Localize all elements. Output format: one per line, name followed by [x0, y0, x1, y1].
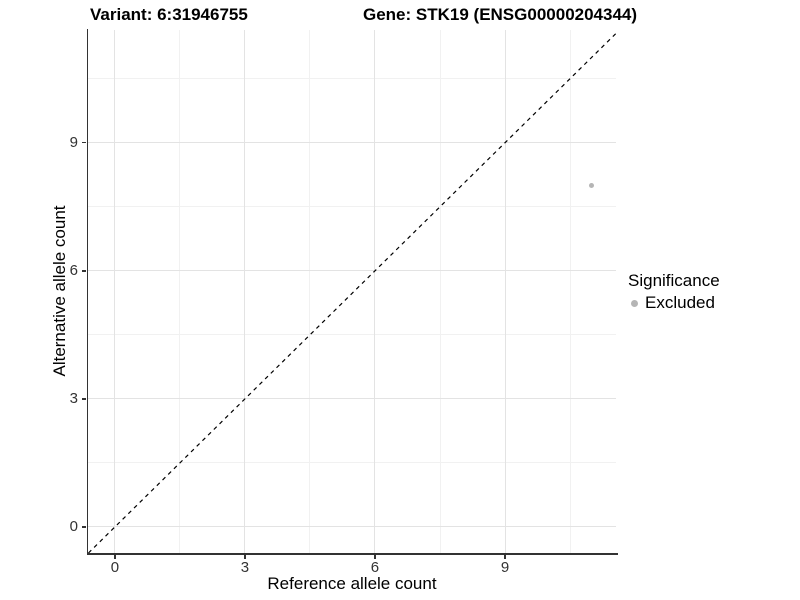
minor-gridline-x [309, 30, 311, 553]
legend-item-label: Excluded [645, 293, 715, 312]
major-gridline-y [88, 526, 616, 528]
major-gridline-y [88, 398, 616, 400]
x-tick-mark [244, 554, 246, 559]
identity-reference-line [88, 32, 616, 553]
minor-gridline-y [88, 334, 616, 336]
variant-title: Variant: 6:31946755 [90, 5, 248, 24]
legend-key-dot [631, 299, 638, 307]
axes-layer: 0 3 6 9 0 3 6 9 [70, 30, 616, 576]
x-tick-mark [504, 554, 506, 559]
legend: Significance Excluded [628, 271, 720, 312]
minor-gridline-x [439, 30, 441, 553]
x-tick-label: 9 [500, 559, 510, 576]
x-tick-label: 3 [240, 559, 250, 576]
legend-items: Excluded [628, 294, 720, 312]
legend-item: Excluded [628, 294, 720, 312]
y-tick-mark [81, 398, 86, 400]
major-gridline-x [374, 30, 376, 553]
y-tick-mark [81, 526, 86, 528]
minor-gridline-x [179, 30, 181, 553]
y-axis-title: Alternative allele count [50, 205, 69, 377]
y-tick-label: 6 [69, 261, 78, 279]
y-tick-label: 0 [69, 517, 78, 535]
x-tick-mark [114, 554, 116, 559]
major-gridline-y [88, 142, 616, 144]
y-tick-label: 9 [69, 133, 78, 151]
major-gridline-x [114, 30, 116, 553]
x-axis-title: Reference allele count [267, 574, 437, 593]
x-tick-label: 6 [370, 559, 380, 576]
gene-title: Gene: STK19 (ENSG00000204344) [363, 5, 638, 24]
minor-gridline-y [88, 206, 616, 208]
minor-gridline-y [88, 462, 616, 464]
x-tick-mark [374, 554, 376, 559]
chart-panel [88, 30, 616, 553]
y-axis-line [86, 29, 88, 555]
legend-title: Significance [628, 271, 720, 290]
data-point [589, 182, 595, 188]
y-tick-label: 3 [69, 389, 78, 407]
minor-gridline-x [569, 30, 571, 553]
y-tick-mark [81, 141, 86, 144]
major-gridline-y [88, 270, 616, 272]
major-gridline-x [244, 30, 246, 553]
minor-gridline-y [88, 78, 616, 80]
major-gridline-x [504, 30, 506, 553]
x-axis-line [86, 553, 618, 555]
x-tick-label: 0 [110, 559, 120, 576]
y-tick-mark [81, 270, 86, 272]
